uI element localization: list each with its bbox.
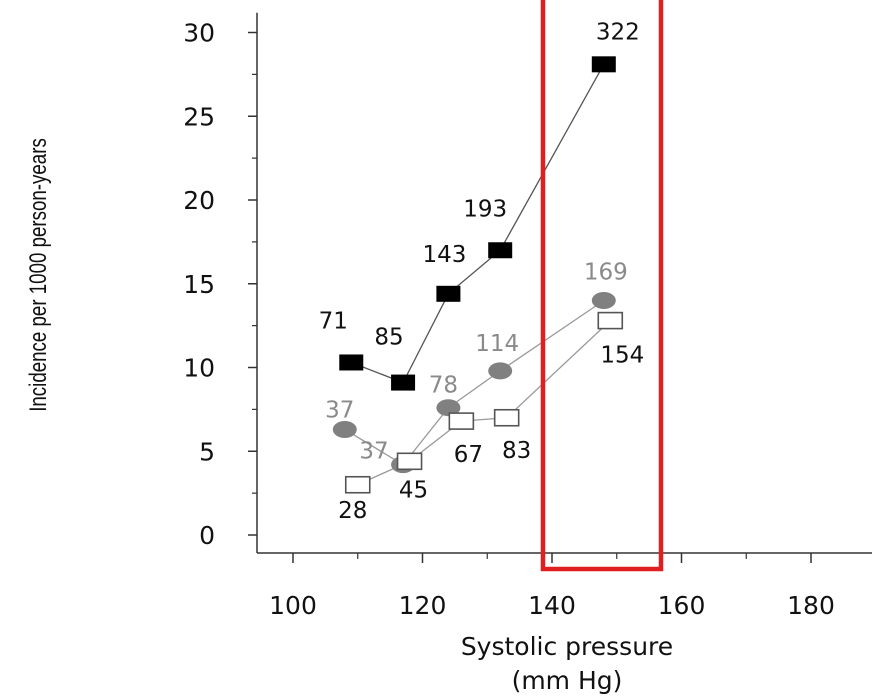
x-axis-title-units: (mm Hg) [512,666,623,695]
data-label-series1-0: 37 [325,397,354,423]
x-tick-label-180: 180 [787,591,835,620]
highlight-box [540,0,664,572]
highlight-rect [540,0,664,572]
y-tick-label-20: 20 [183,186,215,215]
data-label-series2-4: 154 [600,343,644,369]
data-label-series0-4: 322 [596,19,640,45]
data-label-series2-2: 67 [454,442,483,468]
marker-series2-0 [344,475,371,494]
y-tick-label-25: 25 [183,102,215,131]
marker-series2-4 [597,311,624,330]
axes: 0 5 10 15 20 25 30 100 120 140 160 180 Systolic pres… [25,12,872,695]
data-label-series0-0: 71 [319,308,348,334]
marker-series0-1 [391,374,416,391]
marker-series1-2 [436,399,461,417]
data-label-series0-2: 143 [422,242,466,268]
marker-series1-3 [488,362,513,380]
marker-series1-4 [591,292,616,309]
y-tick-label-5: 5 [199,437,215,466]
data-label-series1-4: 169 [584,260,628,286]
marker-series2-2 [448,412,475,430]
x-tick-label-120: 120 [399,591,447,620]
marker-series0-0 [339,354,364,371]
data-label-series0-3: 193 [463,196,507,222]
data-label-series0-1: 85 [374,325,403,351]
y-axis-title: Incidence per 1000 person-years [25,138,52,412]
data-label-series1-1: 37 [359,439,388,465]
y-tick-label-30: 30 [183,19,215,48]
data-label-series2-0: 28 [338,498,367,524]
data-label-series1-2: 78 [429,373,458,399]
x-tick-label-160: 160 [658,591,706,620]
x-tick-label-100: 100 [269,591,317,620]
data-label-series1-3: 114 [475,331,519,357]
series-lines [344,64,611,486]
y-tick-label-0: 0 [199,521,215,550]
marker-series1-0 [332,420,357,438]
data-label-series2-3: 83 [502,438,531,464]
series-markers [332,56,624,494]
y-tick-label-15: 15 [183,270,215,299]
marker-series0-2 [436,285,461,302]
marker-series2-3 [493,408,520,427]
x-tick-label-140: 140 [528,591,576,620]
data-label-series2-1: 45 [399,477,428,503]
y-tick-label-10: 10 [183,354,215,383]
marker-series2-1 [396,452,423,471]
marker-series0-4 [591,56,616,73]
x-axis-title: Systolic pressure [461,632,673,661]
marker-series0-3 [488,242,513,259]
